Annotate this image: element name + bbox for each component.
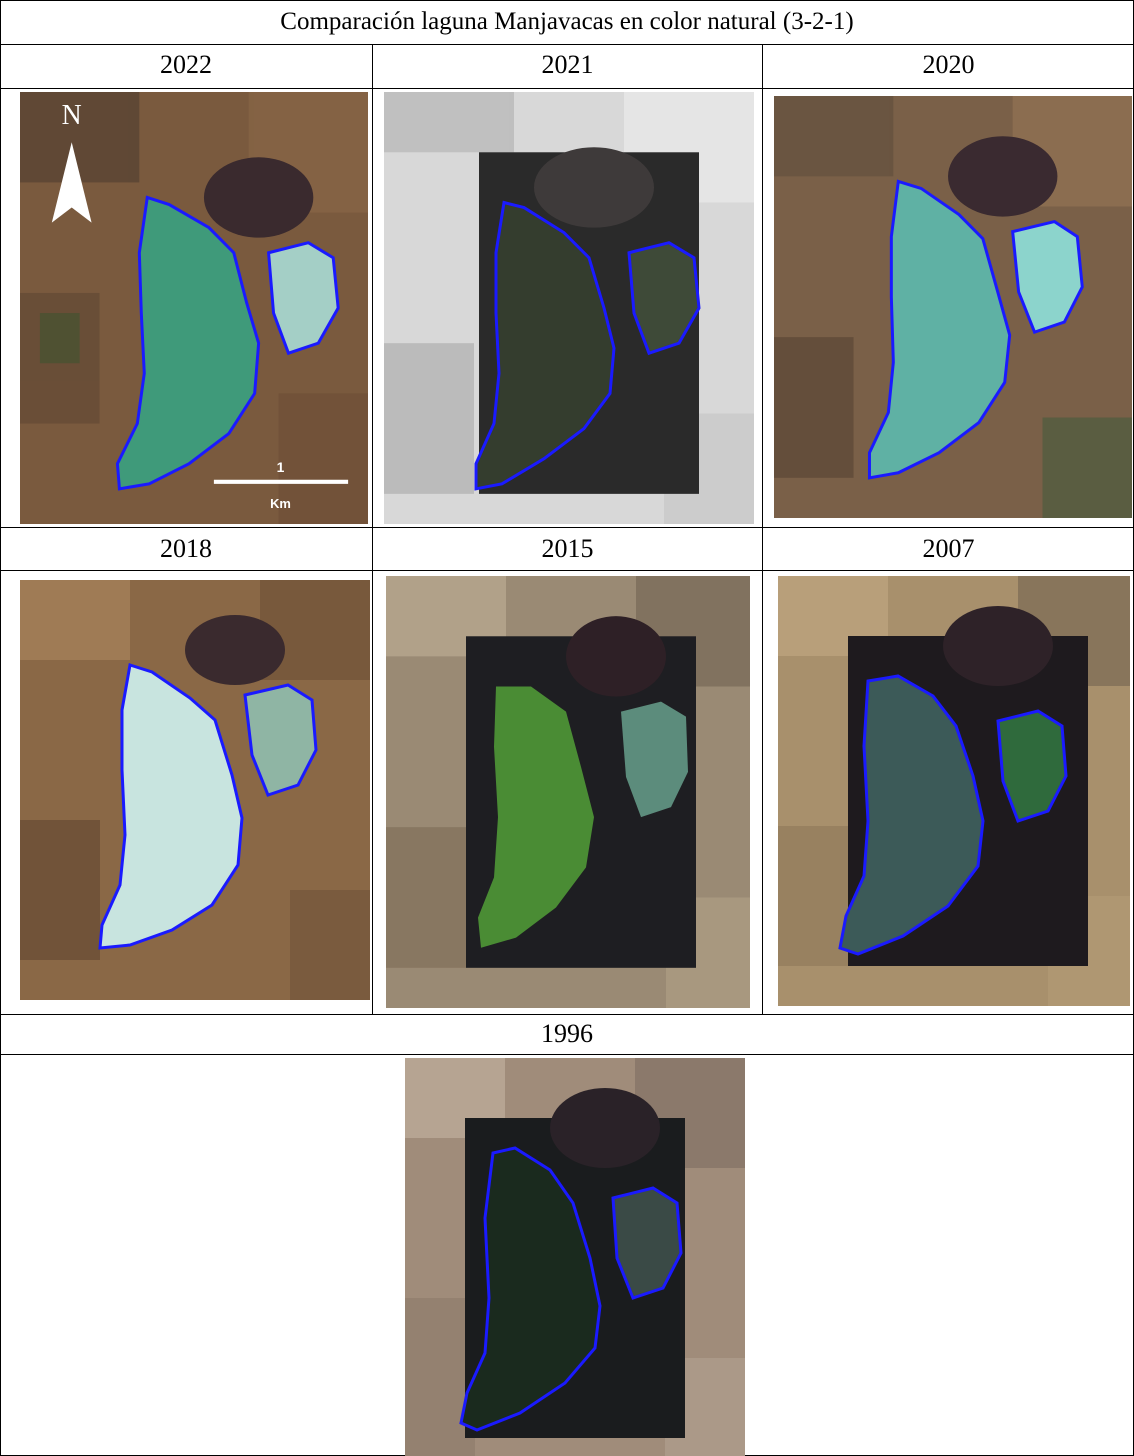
year-label: 2022 [160, 50, 212, 79]
row-divider [0, 44, 1134, 45]
satellite-map-2022: N 1 Km [20, 92, 368, 524]
column-divider [762, 44, 763, 1014]
satellite-map-1996 [405, 1058, 745, 1456]
row-divider [0, 1014, 1134, 1015]
satellite-map-2018 [20, 580, 370, 1000]
row-divider [0, 88, 1134, 89]
north-label: N [62, 100, 82, 131]
row-divider [0, 570, 1134, 571]
satellite-map-2021 [384, 92, 754, 524]
scale-value: 1 [277, 459, 285, 475]
satellite-map-2020 [774, 96, 1132, 518]
table-title: Comparación laguna Manjavacas en color n… [280, 8, 854, 35]
year-label: 2007 [922, 534, 975, 563]
scale-unit: Km [270, 496, 291, 511]
column-divider [372, 44, 373, 1014]
year-label: 1996 [541, 1019, 593, 1048]
year-label: 2021 [541, 50, 594, 79]
year-label: 2015 [541, 534, 594, 563]
year-label: 2018 [160, 534, 212, 563]
row-divider [0, 527, 1134, 528]
satellite-map-2015 [386, 576, 750, 1008]
satellite-map-2007 [778, 576, 1130, 1006]
row-divider [0, 1054, 1134, 1055]
year-label: 2020 [922, 50, 975, 79]
